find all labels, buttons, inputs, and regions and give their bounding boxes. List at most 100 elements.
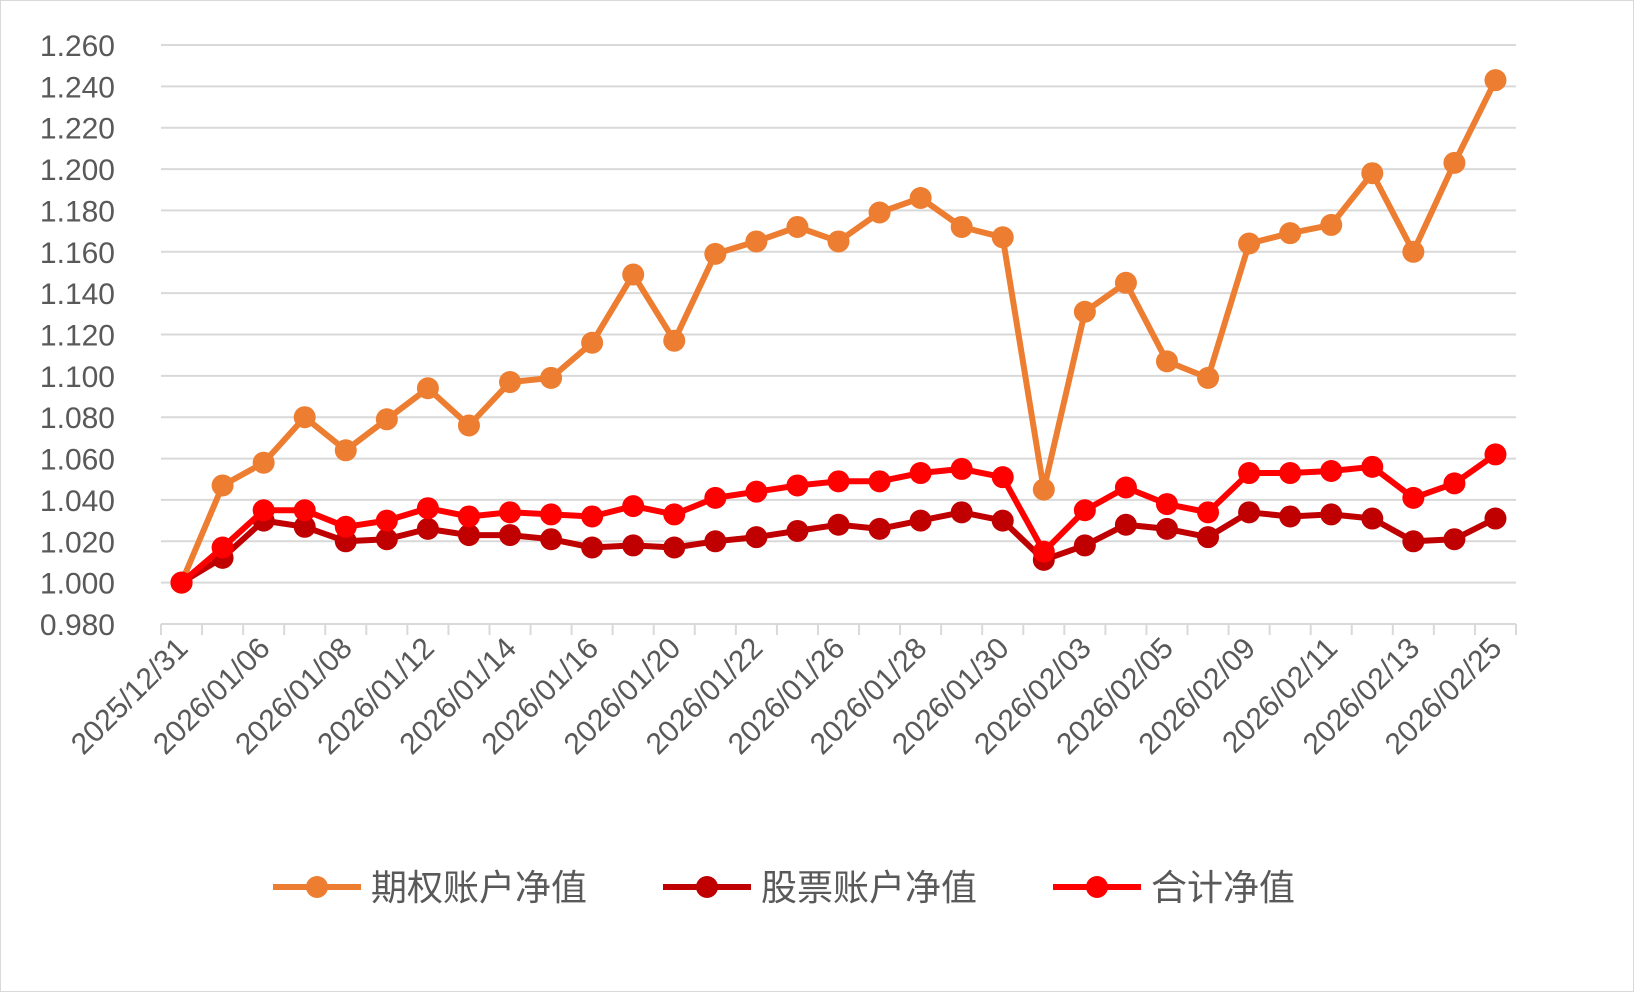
data-point [1484, 507, 1507, 530]
data-point [170, 571, 193, 594]
data-point [581, 536, 604, 559]
legend: 期权账户净值 股票账户净值 合计净值 [273, 868, 1295, 909]
data-point [252, 451, 275, 474]
data-point [1443, 151, 1466, 174]
data-point [704, 486, 727, 509]
y-tick-label: 1.160 [40, 237, 115, 270]
data-point [1197, 366, 1220, 389]
legend-swatch-marker [306, 876, 328, 898]
data-point [293, 499, 316, 522]
data-point [1114, 271, 1137, 294]
data-point [950, 457, 973, 480]
series-1 [170, 69, 1507, 594]
data-point [1402, 486, 1425, 509]
data-point [334, 439, 357, 462]
legend-label: 期权账户净值 [371, 868, 587, 909]
legend-swatch-marker [1086, 876, 1108, 898]
data-point [868, 517, 891, 540]
y-tick-label: 1.040 [40, 485, 115, 518]
data-point [1032, 540, 1055, 563]
data-point [1114, 513, 1137, 536]
y-tick-label: 1.140 [40, 278, 115, 311]
data-point [211, 536, 234, 559]
data-point [457, 414, 480, 437]
y-tick-label: 1.200 [40, 154, 115, 187]
data-point [622, 263, 645, 286]
data-point [950, 215, 973, 238]
data-point [704, 530, 727, 553]
y-tick-label: 1.100 [40, 361, 115, 394]
data-point [416, 497, 439, 520]
data-point [1073, 534, 1096, 557]
data-point [1484, 443, 1507, 466]
data-point [1443, 528, 1466, 551]
y-tick-label: 1.080 [40, 402, 115, 435]
legend-label: 股票账户净值 [761, 868, 977, 909]
data-point [540, 366, 563, 389]
data-point [1238, 462, 1261, 485]
data-point [1073, 300, 1096, 323]
data-point [457, 524, 480, 547]
data-point [991, 466, 1014, 489]
data-point [786, 474, 809, 497]
data-point [1238, 232, 1261, 255]
y-axis-tick-labels: 0.980 1.000 1.020 1.040 1.060 1.080 1.100 1.120… [40, 30, 115, 642]
y-tick-label: 1.060 [40, 444, 115, 477]
data-point [293, 515, 316, 538]
data-point [868, 201, 891, 224]
data-point [252, 499, 275, 522]
y-tick-label: 0.980 [40, 609, 115, 642]
data-point [416, 517, 439, 540]
data-point [1443, 472, 1466, 495]
data-point [745, 480, 768, 503]
legend-item: 期权账户净值 [273, 868, 587, 909]
data-point [375, 528, 398, 551]
data-point [1155, 350, 1178, 373]
y-tick-label: 1.260 [40, 30, 115, 63]
data-point [663, 536, 686, 559]
data-point [1320, 213, 1343, 236]
data-point [1361, 455, 1384, 478]
gridlines [161, 44, 1516, 584]
data-point [622, 495, 645, 518]
data-point [1361, 507, 1384, 530]
data-point [909, 509, 932, 532]
data-point [499, 524, 522, 547]
data-point [1402, 530, 1425, 553]
data-point [786, 519, 809, 542]
data-point [581, 331, 604, 354]
legend-item: 合计净值 [1053, 868, 1295, 909]
y-tick-label: 1.120 [40, 320, 115, 353]
legend-item: 股票账户净值 [663, 868, 977, 909]
data-point [1361, 162, 1384, 185]
data-point [786, 215, 809, 238]
data-point [745, 230, 768, 253]
legend-label: 合计净值 [1151, 868, 1295, 909]
data-point [1320, 459, 1343, 482]
data-point [1279, 505, 1302, 528]
axes [160, 623, 1517, 635]
data-point [1197, 526, 1220, 549]
data-point [827, 230, 850, 253]
data-point [211, 474, 234, 497]
data-point [950, 501, 973, 524]
series-3 [170, 443, 1507, 594]
data-point [1073, 499, 1096, 522]
data-point [991, 509, 1014, 532]
data-point [663, 503, 686, 526]
data-point [499, 371, 522, 394]
y-tick-label: 1.240 [40, 71, 115, 104]
data-point [827, 513, 850, 536]
data-point [334, 515, 357, 538]
data-point [622, 534, 645, 557]
data-point [1155, 517, 1178, 540]
y-tick-label: 1.180 [40, 195, 115, 228]
series-2 [170, 501, 1507, 594]
data-point [1279, 462, 1302, 485]
data-point [827, 470, 850, 493]
data-point [1114, 476, 1137, 499]
data-point [1197, 501, 1220, 524]
legend-swatch-marker [696, 876, 718, 898]
